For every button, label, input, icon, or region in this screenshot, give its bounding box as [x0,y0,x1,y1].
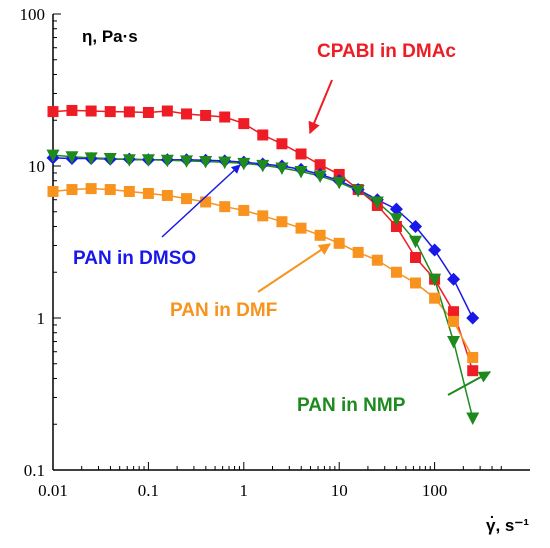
data-point-pan-in-dmf [314,229,326,241]
data-point-cpabi-in-dmac [410,252,422,264]
data-point-pan-in-nmp [313,170,327,183]
data-point-pan-in-dmf [200,196,212,208]
data-point-pan-in-nmp [84,152,98,165]
data-point-pan-in-dmf [429,292,441,304]
series-markers [46,104,480,425]
data-point-pan-in-dmf [181,193,193,205]
annotation-pan-dmf: PAN in DMF [170,300,277,321]
data-point-pan-in-dmf [410,277,422,289]
data-point-pan-in-dmso [409,219,423,233]
x-tick-label: 100 [422,481,448,500]
gamma-dot-accent: . [490,505,494,521]
data-point-cpabi-in-dmac [390,220,402,232]
arrow-pan-nmp [447,371,492,396]
y-tick-label: 1 [37,309,46,328]
data-point-cpabi-in-dmac [104,106,116,118]
data-point-cpabi-in-dmac [257,129,269,141]
series-line-pan-in-nmp [52,154,474,419]
data-point-pan-in-dmf [47,185,59,197]
data-point-pan-in-nmp [180,155,194,168]
data-point-cpabi-in-dmac [276,138,288,150]
data-point-cpabi-in-dmac [85,105,97,117]
data-point-pan-in-nmp [103,153,117,166]
y-axis-label: η, Pa·s [82,27,138,46]
annotation-cpabi-dmac: CPABI in DMAc [317,41,456,62]
data-point-pan-in-dmf [104,184,116,196]
y-tick-label: 0.1 [24,461,45,480]
arrow-pan-dmso [161,164,241,238]
data-point-pan-in-dmso [428,243,442,257]
arrow-pan-dmf [257,243,331,293]
data-point-pan-in-nmp [218,156,232,170]
data-point-pan-in-nmp [294,166,308,179]
data-point-cpabi-in-dmac [295,148,307,160]
data-point-pan-in-nmp [237,157,251,171]
data-point-pan-in-nmp [122,154,136,167]
data-point-pan-in-dmf [257,210,269,222]
data-point-pan-in-nmp [65,151,79,164]
data-point-pan-in-nmp [447,336,461,349]
x-axis-label: γ, s⁻¹ [486,516,529,535]
data-point-cpabi-in-dmac [161,105,173,117]
data-point-pan-in-dmf [276,216,288,228]
axis-ticks [52,13,502,471]
data-point-pan-in-nmp [428,273,442,287]
data-point-pan-in-dmf [467,351,479,363]
data-point-pan-in-dmf [371,254,383,266]
data-point-pan-in-nmp [141,154,155,167]
data-point-pan-in-dmf [123,185,135,197]
data-point-pan-in-dmf [142,187,154,199]
data-point-cpabi-in-dmac [123,106,135,118]
data-point-pan-in-dmf [85,183,97,195]
data-point-pan-in-nmp [409,235,423,249]
data-point-pan-in-dmf [238,204,250,216]
data-point-pan-in-dmso [447,272,461,286]
data-point-pan-in-dmf [390,266,402,278]
data-point-cpabi-in-dmac [238,118,250,130]
data-point-pan-in-nmp [466,412,480,425]
data-point-pan-in-dmf [333,237,345,249]
data-point-cpabi-in-dmac [219,111,231,123]
series-line-pan-in-dmso [52,157,474,319]
data-point-cpabi-in-dmac [200,109,212,121]
data-point-pan-in-nmp [46,149,60,163]
data-point-pan-in-nmp [332,176,346,190]
data-point-pan-in-dmf [219,201,231,213]
x-tick-label: 10 [331,481,348,500]
data-point-cpabi-in-dmac [467,365,479,377]
data-point-pan-in-dmf [161,189,173,201]
data-point-cpabi-in-dmac [66,104,78,116]
data-point-pan-in-nmp [160,154,174,168]
y-tick-label: 100 [20,5,46,24]
data-point-pan-in-nmp [389,213,403,226]
data-point-pan-in-dmf [295,222,307,234]
arrow-cpabi-dmac [308,79,333,135]
data-point-cpabi-in-dmac [142,106,154,118]
data-point-cpabi-in-dmac [181,108,193,120]
data-point-cpabi-in-dmac [314,159,326,171]
data-point-pan-in-dmf [352,246,364,258]
x-tick-label: 0.01 [38,481,68,500]
annotation-pan-dmso: PAN in DMSO [73,248,196,269]
data-point-pan-in-nmp [199,156,213,169]
data-point-pan-in-nmp [351,184,365,198]
data-point-pan-in-dmso [389,202,403,216]
data-point-pan-in-dmf [448,315,460,327]
series-line-cpabi-in-dmac [52,109,474,371]
data-point-pan-in-dmso [466,311,480,325]
data-point-pan-in-dmf [66,184,78,196]
y-tick-label: 10 [28,157,45,176]
annotation-pan-nmp: PAN in NMP [297,395,406,416]
data-point-cpabi-in-dmac [448,306,460,318]
data-point-cpabi-in-dmac [47,106,59,118]
data-point-pan-in-nmp [256,159,270,173]
data-point-pan-in-nmp [275,162,289,176]
data-point-pan-in-nmp [370,196,384,209]
x-tick-label: 1 [240,481,249,500]
x-tick-label: 0.1 [138,481,159,500]
